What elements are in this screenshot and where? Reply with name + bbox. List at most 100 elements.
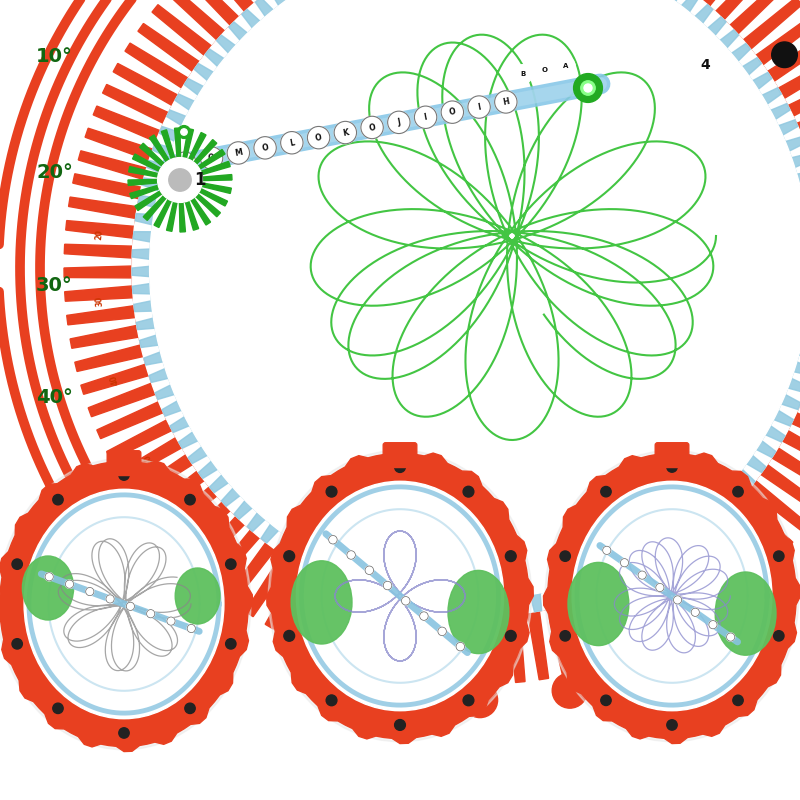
Circle shape — [126, 602, 134, 610]
Circle shape — [284, 630, 294, 642]
Polygon shape — [132, 0, 800, 616]
Text: K: K — [342, 127, 349, 138]
Ellipse shape — [0, 458, 251, 750]
Polygon shape — [150, 0, 800, 598]
Circle shape — [227, 142, 250, 164]
Text: 10°: 10° — [36, 46, 73, 66]
Circle shape — [226, 638, 236, 649]
Circle shape — [334, 122, 357, 144]
Text: 60: 60 — [198, 526, 212, 540]
Text: 1: 1 — [194, 171, 206, 189]
Circle shape — [373, 673, 408, 708]
Ellipse shape — [572, 482, 772, 710]
Circle shape — [146, 610, 154, 618]
Circle shape — [174, 152, 196, 174]
Circle shape — [365, 566, 374, 574]
Text: 70: 70 — [270, 586, 285, 598]
Circle shape — [733, 695, 743, 706]
Text: O: O — [541, 67, 547, 74]
Circle shape — [602, 546, 611, 554]
Ellipse shape — [291, 561, 352, 644]
Circle shape — [383, 582, 392, 590]
Circle shape — [347, 550, 355, 559]
Circle shape — [438, 627, 446, 636]
Polygon shape — [132, 0, 800, 616]
Circle shape — [709, 621, 717, 629]
Text: 50: 50 — [142, 452, 156, 466]
Circle shape — [463, 486, 474, 497]
Circle shape — [441, 101, 463, 123]
Circle shape — [560, 551, 570, 562]
Circle shape — [402, 597, 410, 605]
Circle shape — [774, 630, 784, 641]
Polygon shape — [64, 0, 800, 684]
Circle shape — [667, 720, 677, 730]
Circle shape — [301, 651, 336, 686]
Polygon shape — [0, 457, 253, 751]
Circle shape — [307, 126, 330, 149]
Text: 50°: 50° — [36, 498, 73, 518]
Circle shape — [560, 630, 570, 641]
Polygon shape — [543, 449, 800, 743]
Circle shape — [178, 126, 190, 138]
Circle shape — [284, 550, 294, 562]
Circle shape — [656, 583, 664, 592]
Circle shape — [185, 703, 195, 714]
Polygon shape — [152, 0, 800, 596]
Text: O: O — [207, 153, 216, 163]
Ellipse shape — [715, 572, 776, 655]
Circle shape — [733, 486, 743, 497]
Circle shape — [468, 96, 490, 118]
Circle shape — [513, 65, 532, 84]
Text: N: N — [181, 158, 189, 168]
Circle shape — [226, 559, 236, 570]
Ellipse shape — [175, 568, 220, 624]
Text: B: B — [520, 71, 526, 78]
Circle shape — [691, 608, 699, 616]
Text: 30°: 30° — [36, 276, 73, 295]
Ellipse shape — [568, 562, 629, 646]
Circle shape — [326, 695, 337, 706]
Circle shape — [106, 595, 114, 603]
Circle shape — [167, 617, 175, 626]
FancyBboxPatch shape — [383, 442, 417, 467]
Circle shape — [494, 90, 517, 113]
Circle shape — [506, 550, 516, 562]
Circle shape — [463, 695, 474, 706]
Text: O: O — [261, 143, 269, 153]
FancyBboxPatch shape — [107, 450, 141, 475]
Text: 70°: 70° — [114, 704, 151, 723]
Circle shape — [552, 673, 587, 708]
Circle shape — [601, 695, 611, 706]
Circle shape — [169, 169, 191, 191]
Circle shape — [200, 147, 222, 170]
Circle shape — [281, 131, 303, 154]
Polygon shape — [128, 128, 232, 232]
Circle shape — [181, 129, 187, 135]
Circle shape — [187, 624, 195, 633]
Circle shape — [394, 719, 406, 730]
Circle shape — [624, 651, 659, 686]
Circle shape — [119, 728, 129, 738]
Circle shape — [45, 573, 54, 581]
Text: 40°: 40° — [36, 388, 73, 407]
Circle shape — [774, 551, 784, 562]
Circle shape — [581, 81, 595, 95]
Text: 60°: 60° — [72, 605, 109, 624]
Circle shape — [574, 74, 602, 102]
FancyBboxPatch shape — [655, 442, 689, 467]
Circle shape — [12, 559, 22, 570]
Polygon shape — [64, 0, 800, 684]
Circle shape — [361, 116, 383, 138]
Circle shape — [326, 486, 337, 497]
Ellipse shape — [448, 570, 509, 654]
Circle shape — [638, 571, 646, 579]
Text: L: L — [289, 138, 295, 148]
Text: Crayola: Crayola — [457, 596, 503, 606]
Circle shape — [119, 470, 129, 480]
Circle shape — [601, 486, 611, 497]
Circle shape — [66, 580, 74, 588]
Circle shape — [158, 158, 202, 202]
Circle shape — [185, 494, 195, 505]
Circle shape — [584, 84, 592, 92]
